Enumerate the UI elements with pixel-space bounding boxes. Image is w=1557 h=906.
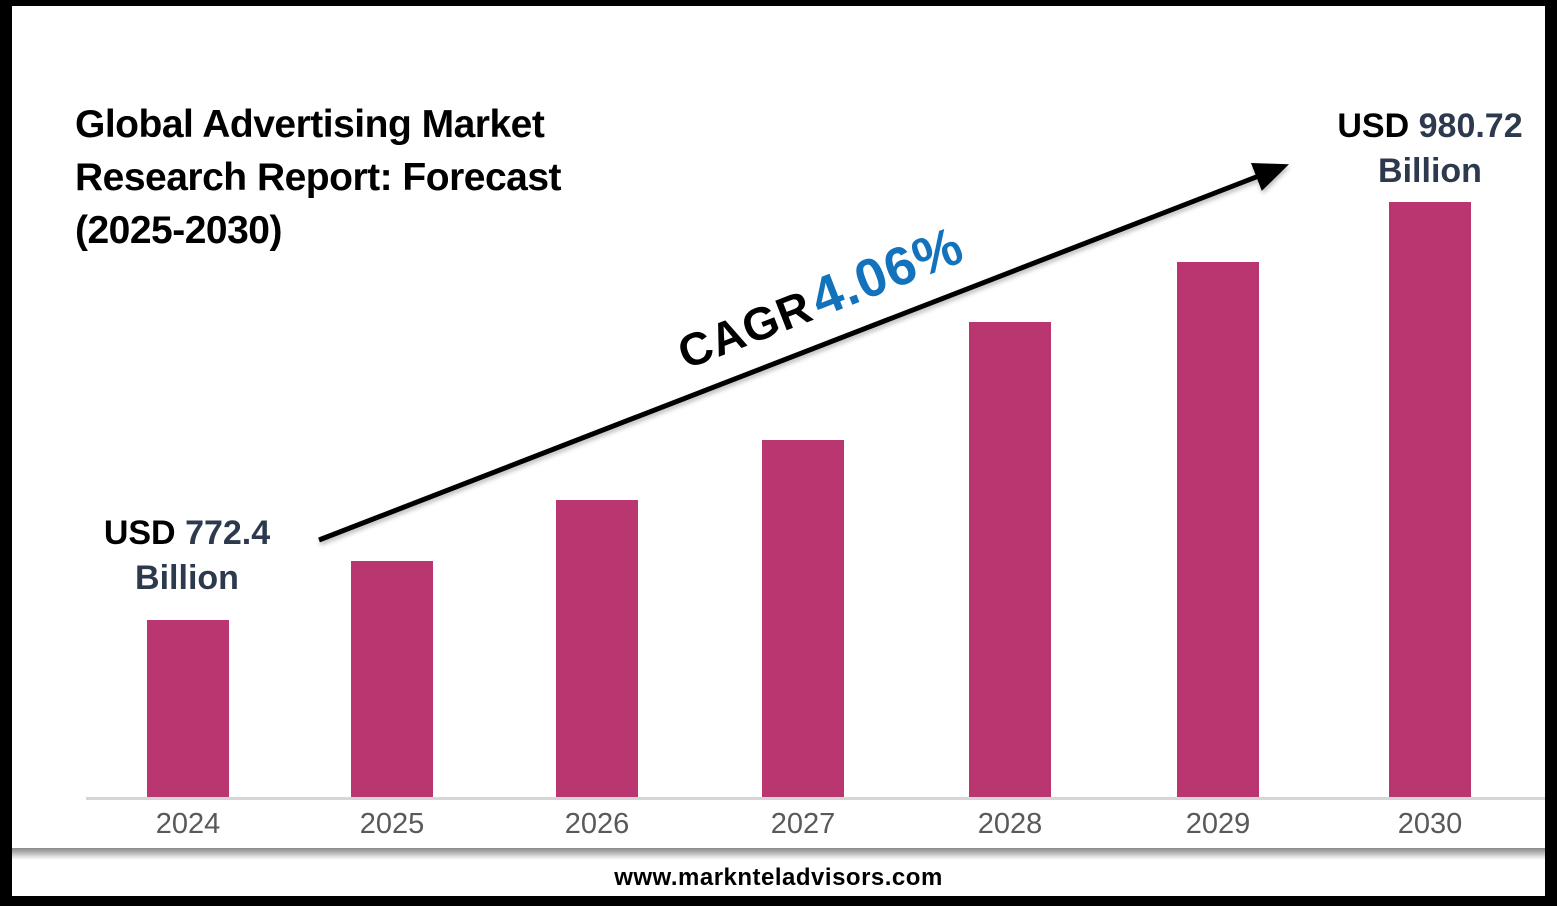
value-label-2030: USD 980.72 Billion <box>1260 104 1557 194</box>
x-axis-label-2028: 2028 <box>977 808 1043 840</box>
bar-2024 <box>147 620 229 797</box>
bar-2029 <box>1177 262 1259 797</box>
value-label-2024-value: 772.4 <box>185 514 271 552</box>
value-label-2030-prefix: USD <box>1337 107 1410 145</box>
value-label-2024-line-1: USD 772.4 <box>17 511 357 556</box>
chart-title-line-2: Research Report: Forecast <box>75 156 562 199</box>
chart-title: Global Advertising Market Research Repor… <box>75 98 635 257</box>
footer-url: www.marknteladvisors.com <box>614 864 943 891</box>
divider-shadow <box>12 848 1545 860</box>
footer: www.marknteladvisors.com <box>12 860 1545 896</box>
bar-2027 <box>762 440 844 797</box>
x-axis-label-2030: 2030 <box>1397 808 1463 840</box>
chart-canvas: Global Advertising Market Research Repor… <box>12 6 1545 896</box>
chart-title-line-1: Global Advertising Market <box>75 103 545 146</box>
x-axis-label-2029: 2029 <box>1185 808 1251 840</box>
bar-2026 <box>556 500 638 797</box>
value-label-2030-value: 980.72 <box>1418 107 1523 145</box>
bar-2030 <box>1389 202 1471 797</box>
chart-title-line-3: (2025-2030) <box>75 209 282 252</box>
cagr-value: 4.06% <box>802 215 972 329</box>
bar-2028 <box>969 322 1051 797</box>
value-label-2024-unit: Billion <box>135 559 239 597</box>
value-label-2030-line-1: USD 980.72 <box>1260 104 1557 149</box>
x-axis-label-2025: 2025 <box>359 808 425 840</box>
x-axis-label-2027: 2027 <box>770 808 836 840</box>
value-label-2024: USD 772.4 Billion <box>17 511 357 601</box>
value-label-2024-prefix: USD <box>103 514 176 552</box>
bar-2025 <box>351 561 433 797</box>
cagr-prefix: CAGR <box>670 279 820 379</box>
x-axis-label-2024: 2024 <box>155 808 221 840</box>
value-label-2030-unit: Billion <box>1378 152 1482 190</box>
x-axis-line <box>86 797 1545 800</box>
cagr-label: CAGR 4.06% <box>609 183 1031 414</box>
x-axis-label-2026: 2026 <box>564 808 630 840</box>
